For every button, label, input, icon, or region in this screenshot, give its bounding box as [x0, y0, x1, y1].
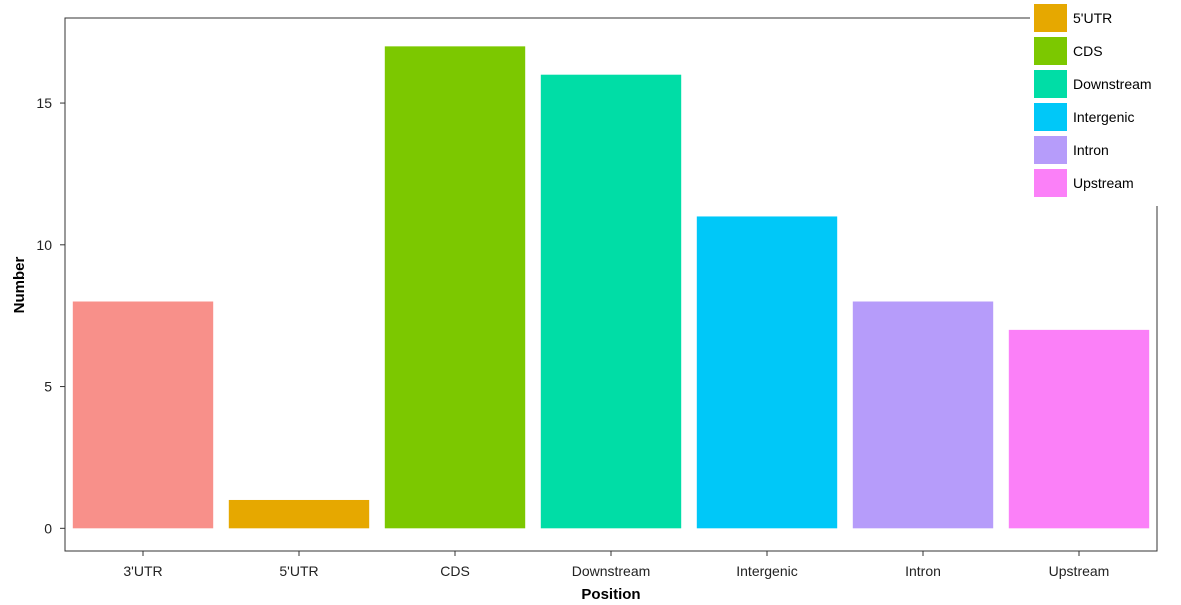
legend: 5'UTR CDS Downstream Intergenic Intron Upstre… — [1030, 2, 1180, 206]
y-tick-label: 15 — [36, 95, 52, 111]
bar-6 — [1008, 329, 1150, 529]
x-axis-title: Position — [581, 586, 640, 603]
bar-5 — [852, 301, 994, 529]
x-tick-label: Downstream — [572, 563, 651, 579]
bar-1 — [228, 499, 370, 529]
legend-label: Intergenic — [1073, 109, 1134, 125]
legend-label: CDS — [1073, 43, 1103, 59]
legend-swatch — [1034, 103, 1067, 131]
legend-label: Upstream — [1073, 175, 1134, 191]
y-axis-title: Number — [11, 257, 28, 314]
y-tick-label: 5 — [44, 379, 52, 395]
x-tick-label: 3'UTR — [123, 563, 162, 579]
x-axis: 3'UTR 5'UTR CDS Downstream Intergenic Intron U… — [123, 551, 1109, 579]
bar-3 — [540, 74, 682, 529]
bar-2 — [384, 46, 526, 529]
legend-label: Intron — [1073, 142, 1109, 158]
x-tick-label: CDS — [440, 563, 470, 579]
x-tick-label: Intergenic — [736, 563, 797, 579]
y-tick-label: 10 — [36, 237, 52, 253]
legend-swatch — [1034, 136, 1067, 164]
legend-swatch — [1034, 4, 1067, 32]
legend-swatch — [1034, 169, 1067, 197]
x-tick-label: 5'UTR — [279, 563, 318, 579]
x-tick-label: Upstream — [1049, 563, 1110, 579]
y-tick-label: 0 — [44, 520, 52, 536]
legend-label: Downstream — [1073, 76, 1152, 92]
legend-swatch — [1034, 37, 1067, 65]
bar-0 — [72, 301, 214, 529]
legend-swatch — [1034, 70, 1067, 98]
bars-group — [72, 46, 1150, 529]
bar-4 — [696, 216, 838, 529]
x-tick-label: Intron — [905, 563, 941, 579]
legend-label: 5'UTR — [1073, 10, 1112, 26]
y-axis: 0 5 10 15 — [36, 95, 65, 536]
